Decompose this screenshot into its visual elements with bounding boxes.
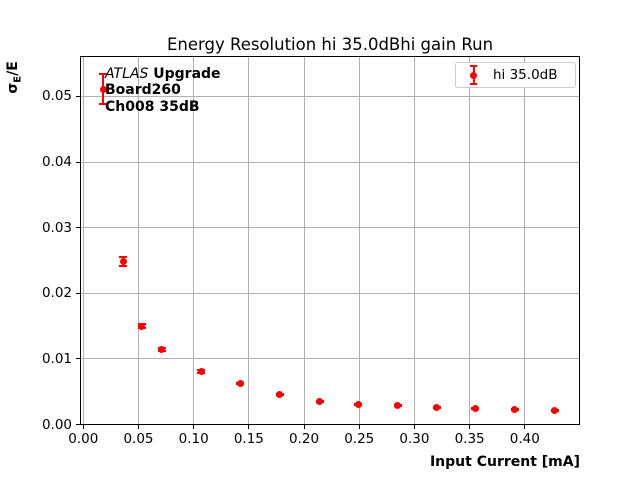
gridline-vertical	[469, 57, 471, 424]
x-tick-mark	[193, 425, 195, 429]
legend-label: hi 35.0dB	[493, 67, 558, 83]
gridline-vertical	[413, 57, 415, 424]
data-point	[138, 322, 146, 330]
x-tick-label: 0.05	[123, 431, 154, 447]
gridline-vertical	[248, 57, 250, 424]
y-tick-mark	[76, 292, 80, 294]
data-point	[119, 257, 127, 265]
annotation-atlas: ATLAS	[105, 66, 149, 82]
y-tick-mark	[76, 424, 80, 425]
annotation-line-1: ATLAS Upgrade	[105, 66, 221, 82]
data-point	[158, 346, 166, 354]
y-tick-mark	[76, 227, 80, 229]
legend-errorbar-cap-bottom	[470, 83, 477, 85]
y-tick-mark	[76, 358, 80, 360]
x-tick-mark	[303, 425, 305, 429]
data-point	[394, 401, 402, 409]
y-tick-label: 0.01	[41, 350, 72, 367]
legend-box: hi 35.0dB	[455, 62, 576, 88]
annotation-line-2: Board260	[105, 82, 181, 99]
errorbar-cap-bottom	[99, 103, 108, 106]
data-point	[433, 403, 440, 411]
errorbar-cap-top	[119, 255, 128, 258]
y-tick-label: 0.04	[41, 154, 72, 170]
gridline-vertical	[193, 57, 195, 424]
data-point	[197, 367, 205, 375]
gridline-vertical	[524, 57, 526, 424]
legend-errorbar-cap-top	[470, 65, 477, 67]
x-tick-mark	[469, 425, 471, 429]
data-point	[471, 405, 479, 413]
annotation-line-3: Ch008 35dB	[105, 98, 200, 115]
gridline-vertical	[358, 57, 360, 424]
y-tick-label: 0.05	[41, 88, 72, 105]
x-tick-label: 0.35	[454, 431, 485, 447]
gridline-horizontal	[81, 227, 579, 229]
x-tick-label: 0.40	[509, 431, 540, 447]
x-tick-label: 0.30	[399, 431, 430, 447]
y-axis-label-subscript: E	[12, 75, 24, 83]
data-point	[99, 85, 107, 93]
y-tick-label: 0.02	[41, 285, 72, 302]
x-tick-mark	[358, 425, 360, 429]
errorbar-cap-top	[99, 73, 108, 76]
chart-title: Energy Resolution hi 35.0dBhi gain Run	[166, 35, 494, 54]
x-tick-label: 0.20	[289, 431, 320, 447]
x-tick-mark	[413, 425, 415, 429]
legend-marker-dot	[470, 71, 477, 79]
data-point	[354, 400, 362, 408]
x-tick-label: 0.10	[178, 431, 209, 447]
annotation-block: ATLAS Upgrade Board260 Ch008 35dB	[105, 66, 221, 115]
y-tick-label: 0.00	[41, 416, 72, 433]
annotation-upgrade: Upgrade	[148, 66, 221, 82]
y-axis-label-sigma: σ	[4, 82, 21, 94]
x-tick-mark	[82, 425, 84, 429]
legend-errorbar-icon	[466, 65, 481, 85]
x-tick-label: 0.00	[68, 431, 99, 447]
gridline-horizontal	[81, 292, 579, 294]
gridline-horizontal	[81, 161, 579, 163]
x-tick-mark	[524, 425, 526, 429]
y-tick-label: 0.03	[41, 219, 72, 236]
x-tick-label: 0.15	[233, 431, 264, 447]
data-point	[276, 390, 284, 398]
y-tick-mark	[76, 95, 80, 97]
gridline-vertical	[137, 57, 139, 424]
gridline-vertical	[303, 57, 305, 424]
y-tick-mark	[76, 161, 80, 163]
x-tick-label: 0.25	[344, 431, 375, 447]
gridline-horizontal	[81, 95, 579, 97]
x-tick-mark	[137, 425, 139, 429]
plot-area	[80, 56, 580, 425]
x-axis-label: Input Current [mA]	[429, 454, 580, 470]
data-point	[511, 405, 519, 413]
errorbar-cap-bottom	[119, 264, 128, 267]
x-tick-mark	[248, 425, 250, 429]
gridline-horizontal	[81, 358, 579, 360]
data-point	[236, 379, 244, 387]
y-axis-label-rest: /E	[4, 61, 21, 76]
data-point	[551, 407, 559, 415]
data-point	[316, 398, 323, 406]
gridline-vertical	[82, 57, 84, 424]
